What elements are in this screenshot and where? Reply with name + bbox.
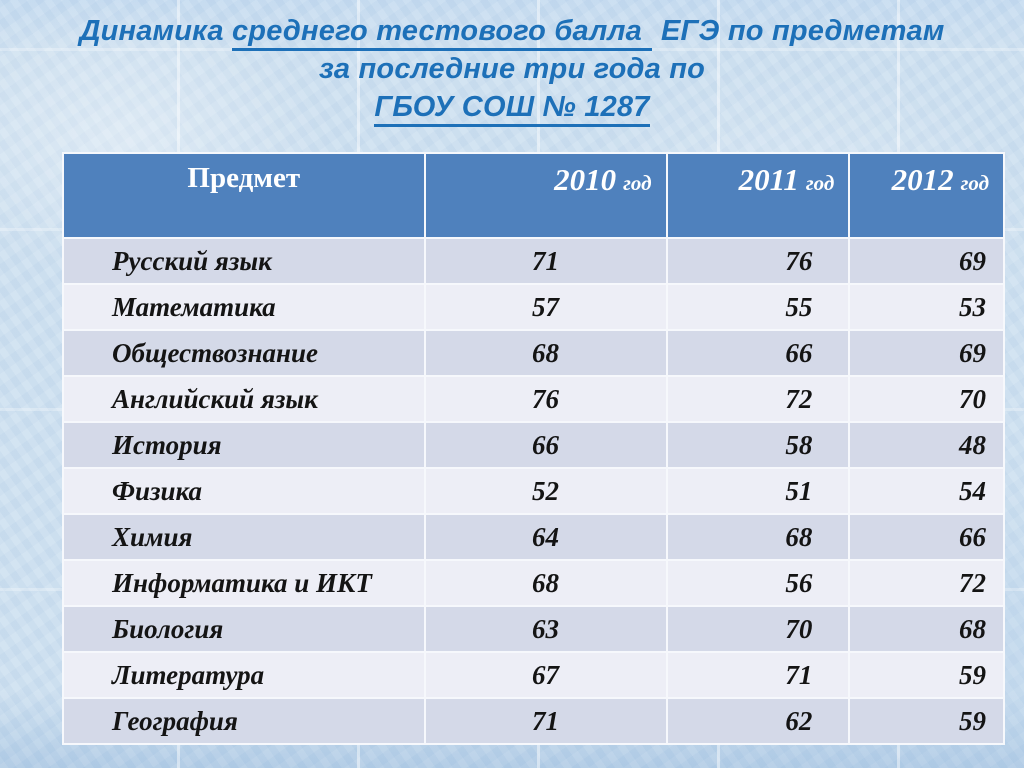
table-header-row: Предмет 2010 год 2011 год 2012 год — [64, 154, 1003, 237]
title-line-3: ГБОУ СОШ № 1287 — [0, 88, 1024, 127]
score-cell: 70 — [667, 607, 849, 651]
score-cell: 54 — [850, 469, 1003, 513]
score-cell: 68 — [425, 331, 666, 375]
score-cell: 63 — [425, 607, 666, 651]
column-header-subject: Предмет — [64, 154, 424, 237]
score-cell: 66 — [425, 423, 666, 467]
table-row: Английский язык 76 72 70 — [64, 377, 1003, 421]
score-cell: 71 — [425, 699, 666, 743]
table-row: Математика 57 55 53 — [64, 285, 1003, 329]
year-suffix: год — [960, 171, 989, 195]
score-cell: 72 — [850, 561, 1003, 605]
score-cell: 64 — [425, 515, 666, 559]
table-row: Физика 52 51 54 — [64, 469, 1003, 513]
table-row: История 66 58 48 — [64, 423, 1003, 467]
table-row: Обществознание 68 66 69 — [64, 331, 1003, 375]
table-row: Русский язык 71 76 69 — [64, 239, 1003, 283]
year-suffix: год — [805, 171, 835, 195]
table-row: Литература 67 71 59 — [64, 653, 1003, 697]
year-label: 2012 — [891, 162, 954, 197]
score-cell: 62 — [667, 699, 849, 743]
table-row: Химия 64 68 66 — [64, 515, 1003, 559]
score-cell: 53 — [850, 285, 1003, 329]
column-header-2012: 2012 год — [850, 154, 1003, 237]
score-cell: 76 — [667, 239, 849, 283]
subject-cell: История — [64, 423, 424, 467]
score-cell: 67 — [425, 653, 666, 697]
school-name-underlined: ГБОУ СОШ № 1287 — [374, 91, 650, 127]
title-text: ЕГЭ по предметам — [661, 15, 945, 47]
column-header-2010: 2010 год — [425, 154, 666, 237]
scores-table: Предмет 2010 год 2011 год 2012 год Русский … — [62, 152, 1005, 745]
score-cell: 58 — [667, 423, 849, 467]
table-row: Биология 63 70 68 — [64, 607, 1003, 651]
title-line-2: за последние три года по — [318, 53, 706, 85]
subject-cell: Физика — [64, 469, 424, 513]
year-label: 2010 — [554, 162, 617, 197]
score-cell: 57 — [425, 285, 666, 329]
title-underlined-text: среднего тестового балла — [231, 15, 653, 51]
score-cell: 48 — [850, 423, 1003, 467]
score-cell: 76 — [425, 377, 666, 421]
subject-cell: Химия — [64, 515, 424, 559]
subject-cell: География — [64, 699, 424, 743]
score-cell: 68 — [850, 607, 1003, 651]
score-cell: 56 — [667, 561, 849, 605]
score-cell: 68 — [425, 561, 666, 605]
table-row: География 71 62 59 — [64, 699, 1003, 743]
score-cell: 59 — [850, 653, 1003, 697]
score-cell: 51 — [667, 469, 849, 513]
title-line-1: Динамика среднего тестового балла ЕГЭ по … — [0, 12, 1024, 51]
score-cell: 68 — [667, 515, 849, 559]
column-header-2011: 2011 год — [667, 154, 849, 237]
score-cell: 66 — [667, 331, 849, 375]
score-cell: 72 — [667, 377, 849, 421]
table-row: Информатика и ИКТ 68 56 72 — [64, 561, 1003, 605]
subject-cell: Английский язык — [64, 377, 424, 421]
subject-cell: Математика — [64, 285, 424, 329]
score-cell: 66 — [850, 515, 1003, 559]
score-cell: 52 — [425, 469, 666, 513]
title-text: Динамика — [79, 15, 224, 47]
score-cell: 59 — [850, 699, 1003, 743]
subject-cell: Биология — [64, 607, 424, 651]
subject-cell: Обществознание — [64, 331, 424, 375]
score-cell: 71 — [425, 239, 666, 283]
year-label: 2011 — [738, 162, 799, 197]
subject-cell: Информатика и ИКТ — [64, 561, 424, 605]
score-cell: 55 — [667, 285, 849, 329]
slide-title: Динамика среднего тестового балла ЕГЭ по … — [0, 12, 1024, 127]
score-cell: 71 — [667, 653, 849, 697]
subject-cell: Литература — [64, 653, 424, 697]
score-cell: 70 — [850, 377, 1003, 421]
year-suffix: год — [623, 171, 652, 195]
score-cell: 69 — [850, 331, 1003, 375]
score-cell: 69 — [850, 239, 1003, 283]
subject-cell: Русский язык — [64, 239, 424, 283]
